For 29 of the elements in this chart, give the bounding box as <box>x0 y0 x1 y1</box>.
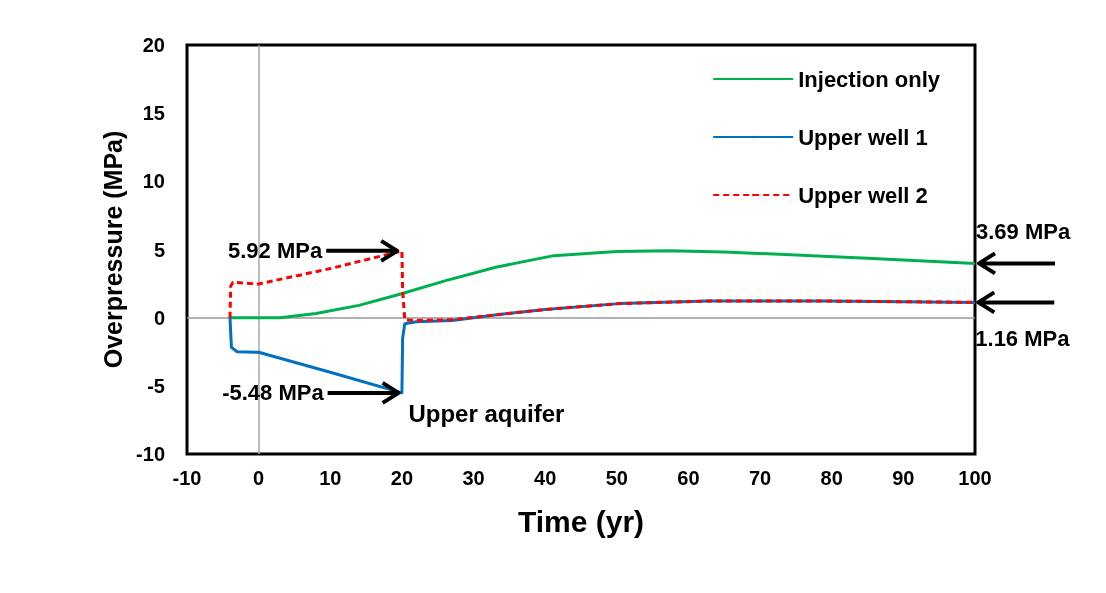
annotation: 3.69 MPa <box>976 218 1071 244</box>
x-tick-label: 10 <box>319 467 342 489</box>
x-tick-label: -10 <box>172 467 202 489</box>
x-tick-label: 60 <box>677 467 700 489</box>
legend-label: Injection only <box>798 66 941 92</box>
x-tick-label: 100 <box>958 467 992 489</box>
y-tick-label: 15 <box>142 102 165 125</box>
y-axis-title: Overpressure (MPa) <box>98 130 127 369</box>
annotation: -5.48 MPa <box>222 380 325 406</box>
x-tick-label: 40 <box>534 467 557 489</box>
legend-label: Upper well 2 <box>798 182 928 208</box>
x-tick-label: 20 <box>390 467 414 489</box>
annotation: Upper aquifer <box>408 399 565 427</box>
y-tick-label: 0 <box>153 306 165 329</box>
annotation: 5.92 MPa <box>228 238 323 264</box>
x-axis-title: Time (yr) <box>517 504 645 538</box>
y-tick-label: 20 <box>142 34 165 56</box>
y-tick-label: 5 <box>153 238 165 261</box>
x-tick-label: 30 <box>462 467 485 489</box>
x-tick-label: 50 <box>605 467 628 489</box>
legend-label: Upper well 1 <box>798 124 928 150</box>
y-tick-label: -10 <box>136 443 165 465</box>
y-tick-label: 10 <box>142 170 165 193</box>
x-tick-label: 70 <box>748 467 772 489</box>
x-tick-label: 80 <box>820 467 843 489</box>
y-tick-label: -5 <box>147 374 165 397</box>
x-tick-label: 0 <box>253 467 265 489</box>
x-tick-label: 90 <box>892 467 915 489</box>
annotation: 1.16 MPa <box>975 325 1071 351</box>
